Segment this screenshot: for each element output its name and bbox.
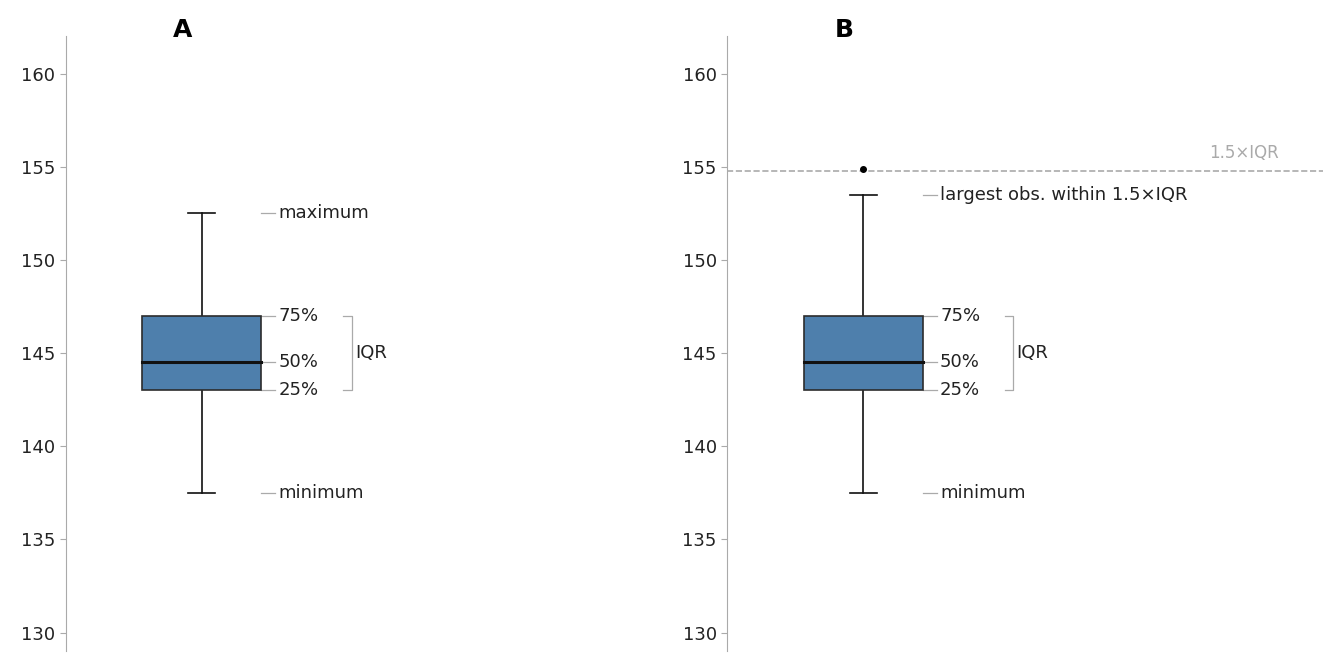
Text: minimum: minimum bbox=[278, 484, 364, 502]
Text: largest obs. within 1.5×IQR: largest obs. within 1.5×IQR bbox=[939, 185, 1188, 204]
Text: IQR: IQR bbox=[355, 344, 387, 362]
Text: 50%: 50% bbox=[939, 353, 980, 372]
Text: 25%: 25% bbox=[278, 381, 319, 399]
FancyBboxPatch shape bbox=[804, 316, 923, 390]
Text: maximum: maximum bbox=[278, 204, 370, 222]
Text: IQR: IQR bbox=[1016, 344, 1048, 362]
Text: B: B bbox=[835, 18, 853, 42]
Text: 75%: 75% bbox=[939, 307, 980, 325]
Text: 75%: 75% bbox=[278, 307, 319, 325]
Text: 1.5×IQR: 1.5×IQR bbox=[1210, 144, 1279, 162]
FancyBboxPatch shape bbox=[142, 316, 262, 390]
Text: 25%: 25% bbox=[939, 381, 980, 399]
Text: 50%: 50% bbox=[278, 353, 319, 372]
Text: minimum: minimum bbox=[939, 484, 1025, 502]
Text: A: A bbox=[173, 18, 192, 42]
